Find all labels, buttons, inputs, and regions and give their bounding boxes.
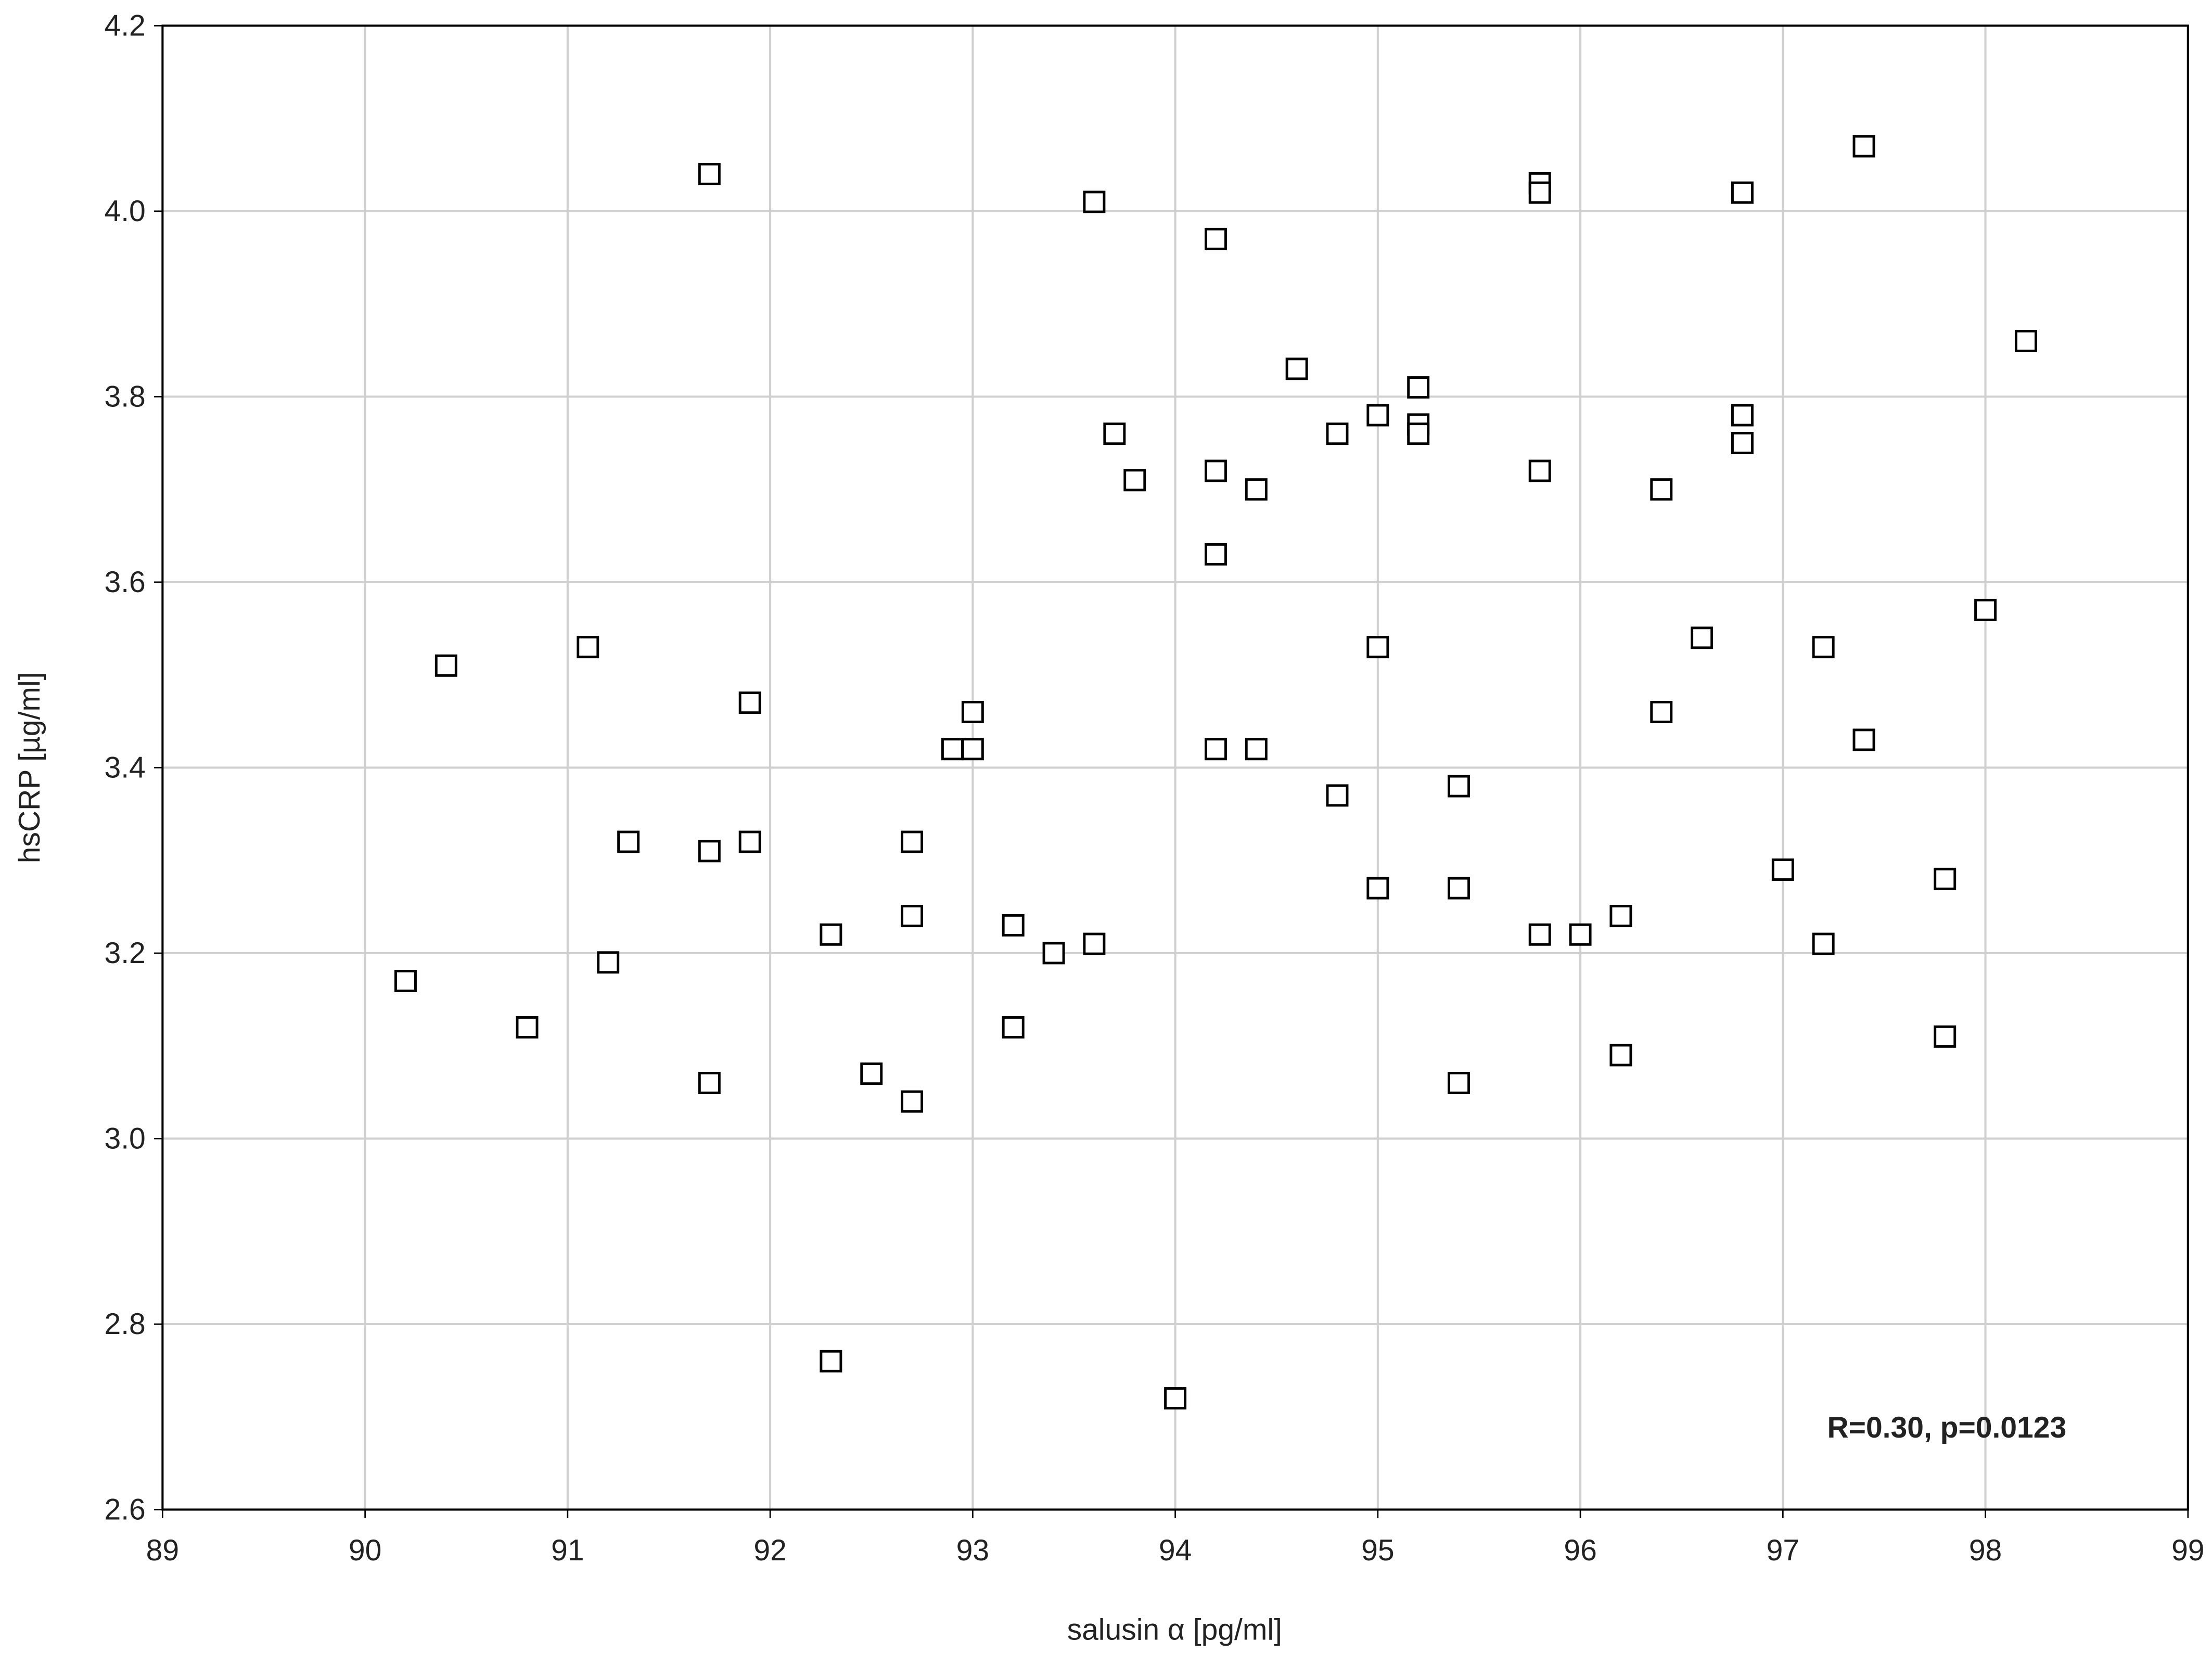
point — [738, 830, 761, 853]
x-tick-label: 98 — [1969, 1534, 2002, 1567]
point — [1204, 227, 1227, 250]
y-tick-label: 3.8 — [104, 380, 145, 413]
point — [1569, 923, 1592, 946]
y-tick-label: 3.2 — [104, 937, 145, 970]
point — [1123, 469, 1146, 492]
point — [1448, 1072, 1470, 1094]
point — [961, 701, 984, 723]
point — [1731, 404, 1754, 427]
x-tick-label: 89 — [146, 1534, 179, 1567]
point — [1771, 858, 1794, 881]
point — [1245, 738, 1268, 761]
point — [1083, 932, 1106, 955]
point — [1812, 636, 1835, 659]
annotation: R=0.30, p=0.0123 — [1827, 1411, 2066, 1444]
point — [901, 1090, 924, 1113]
x-tick-label: 96 — [1564, 1534, 1596, 1567]
point — [1366, 636, 1389, 659]
point — [1650, 701, 1673, 723]
point — [1528, 459, 1551, 482]
point — [1103, 422, 1126, 445]
point — [1204, 543, 1227, 566]
y-tick-label: 4.2 — [104, 9, 145, 42]
point — [516, 1016, 539, 1038]
y-tick-label: 3.0 — [104, 1122, 145, 1155]
point — [1650, 478, 1673, 501]
point — [961, 738, 984, 761]
point — [820, 923, 842, 946]
x-tick-label: 97 — [1767, 1534, 1799, 1567]
y-tick-label: 2.8 — [104, 1307, 145, 1341]
point — [1934, 1025, 1957, 1048]
points — [394, 135, 2037, 1410]
point — [1326, 422, 1349, 445]
x-axis-label: salusin α [pg/ml] — [1067, 1613, 1282, 1646]
point — [1366, 877, 1389, 900]
point — [1083, 190, 1106, 213]
point — [860, 1062, 883, 1085]
point — [1164, 1387, 1187, 1410]
y-tick-label: 3.6 — [104, 566, 145, 599]
point — [1731, 181, 1754, 204]
point — [1528, 181, 1551, 204]
point — [1285, 357, 1308, 380]
point — [1448, 775, 1470, 798]
point — [941, 738, 964, 761]
point — [1812, 932, 1835, 955]
point — [1731, 432, 1754, 454]
y-tick-label: 2.6 — [104, 1493, 145, 1526]
point — [1407, 376, 1430, 399]
x-tick-label: 94 — [1159, 1534, 1192, 1567]
point — [1002, 1016, 1025, 1038]
x-tick-label: 95 — [1361, 1534, 1394, 1567]
point — [1691, 626, 1714, 649]
point — [597, 951, 620, 974]
point — [1204, 738, 1227, 761]
point — [1609, 1044, 1632, 1067]
point — [1852, 135, 1875, 158]
plot-frame — [161, 24, 2189, 1511]
point — [1326, 784, 1349, 807]
point — [1245, 478, 1268, 501]
point — [434, 654, 457, 677]
x-tick-label: 93 — [956, 1534, 989, 1567]
x-tick-label: 91 — [551, 1534, 584, 1567]
point — [1934, 867, 1957, 890]
point — [394, 969, 417, 992]
point — [1407, 422, 1430, 445]
point — [1366, 404, 1389, 427]
point — [698, 1072, 721, 1094]
point — [2014, 329, 2037, 352]
point — [698, 840, 721, 863]
point — [1002, 914, 1025, 937]
point — [1448, 877, 1470, 900]
point — [1204, 459, 1227, 482]
point — [1852, 728, 1875, 751]
point — [1042, 942, 1065, 965]
x-tick-label: 92 — [753, 1534, 786, 1567]
y-tick-label: 4.0 — [104, 195, 145, 228]
point — [1974, 598, 1997, 621]
point — [698, 163, 721, 186]
y-tick-label: 3.4 — [104, 751, 145, 784]
point — [1528, 923, 1551, 946]
point — [901, 905, 924, 928]
point — [617, 830, 640, 853]
point — [820, 1350, 842, 1373]
x-tick-label: 99 — [2171, 1534, 2204, 1567]
point — [901, 830, 924, 853]
y-axis-label: hsCRP [µg/ml] — [13, 672, 46, 864]
point — [1609, 905, 1632, 928]
x-tick-label: 90 — [349, 1534, 381, 1567]
point — [738, 691, 761, 714]
point — [577, 636, 599, 659]
